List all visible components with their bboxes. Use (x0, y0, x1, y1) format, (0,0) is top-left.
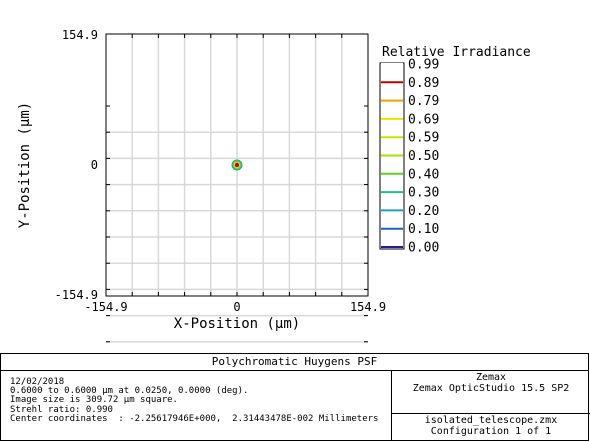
legend-label: 0.59 (408, 131, 439, 146)
legend-title: Relative Irradiance (382, 45, 531, 60)
info-date: 12/02/2018 (10, 377, 65, 387)
legend-label: 0.69 (408, 112, 439, 127)
legend-label: 0.20 (408, 204, 439, 219)
legend-label: 0.30 (408, 186, 439, 201)
info-image-size: Image size is 309.72 μm square. (10, 395, 178, 406)
info-file: isolated_telescope.zmx Configuration 1 o… (391, 413, 590, 441)
x-tick-mid: 0 (233, 300, 240, 314)
info-company: Zemax Zemax OpticStudio 15.5 SP2 (391, 370, 590, 413)
legend-label: 0.79 (408, 94, 439, 109)
plot-grid (106, 34, 368, 343)
legend-label: 0.99 (408, 58, 439, 73)
legend-label: 0.00 (408, 241, 439, 256)
x-tick-right: 154.9 (350, 300, 386, 314)
psf-spot (231, 159, 243, 171)
config-label: Configuration 1 of 1 (430, 426, 552, 437)
legend-label: 0.50 (408, 149, 439, 164)
x-tick-left: -154.9 (84, 300, 127, 314)
legend-scale: 0.99 0.89 0.79 0.69 0.59 0.50 0.40 0.30 0.20 0.10… (381, 58, 439, 256)
y-tick-mid: 0 (91, 158, 98, 172)
axis-ticks (105, 34, 369, 343)
legend-label: 0.40 (408, 167, 439, 182)
legend-label: 0.10 (408, 222, 439, 237)
y-axis-label: Y-Position (μm) (17, 102, 33, 228)
y-tick-bottom: -154.9 (55, 288, 98, 302)
legend-label: 0.89 (408, 76, 439, 91)
info-details: 12/02/2018 0.6000 to 0.6000 μm at 0.0250,… (10, 377, 379, 424)
product-name: Zemax OpticStudio 15.5 SP2 (412, 383, 570, 394)
company-name: Zemax (475, 372, 507, 383)
y-tick-top: 154.9 (62, 28, 98, 42)
info-strehl: Strehl ratio: 0.990 (10, 404, 113, 415)
psf-chart: 154.9 0 -154.9 -154.9 0 154.9 X-Position… (17, 28, 531, 343)
x-axis-label: X-Position (μm) (174, 316, 300, 332)
info-center: Center coordinates : -2.25617946E+000, 2… (10, 413, 379, 424)
info-title: Polychromatic Huygens PSF (1, 354, 588, 371)
file-name: isolated_telescope.zmx (424, 415, 558, 426)
info-box: Polychromatic Huygens PSF 12/02/2018 0.60… (0, 353, 590, 441)
spot-core (234, 162, 240, 168)
info-wavelength: 0.6000 to 0.6000 μm at 0.0250, 0.0000 (d… (10, 386, 249, 397)
